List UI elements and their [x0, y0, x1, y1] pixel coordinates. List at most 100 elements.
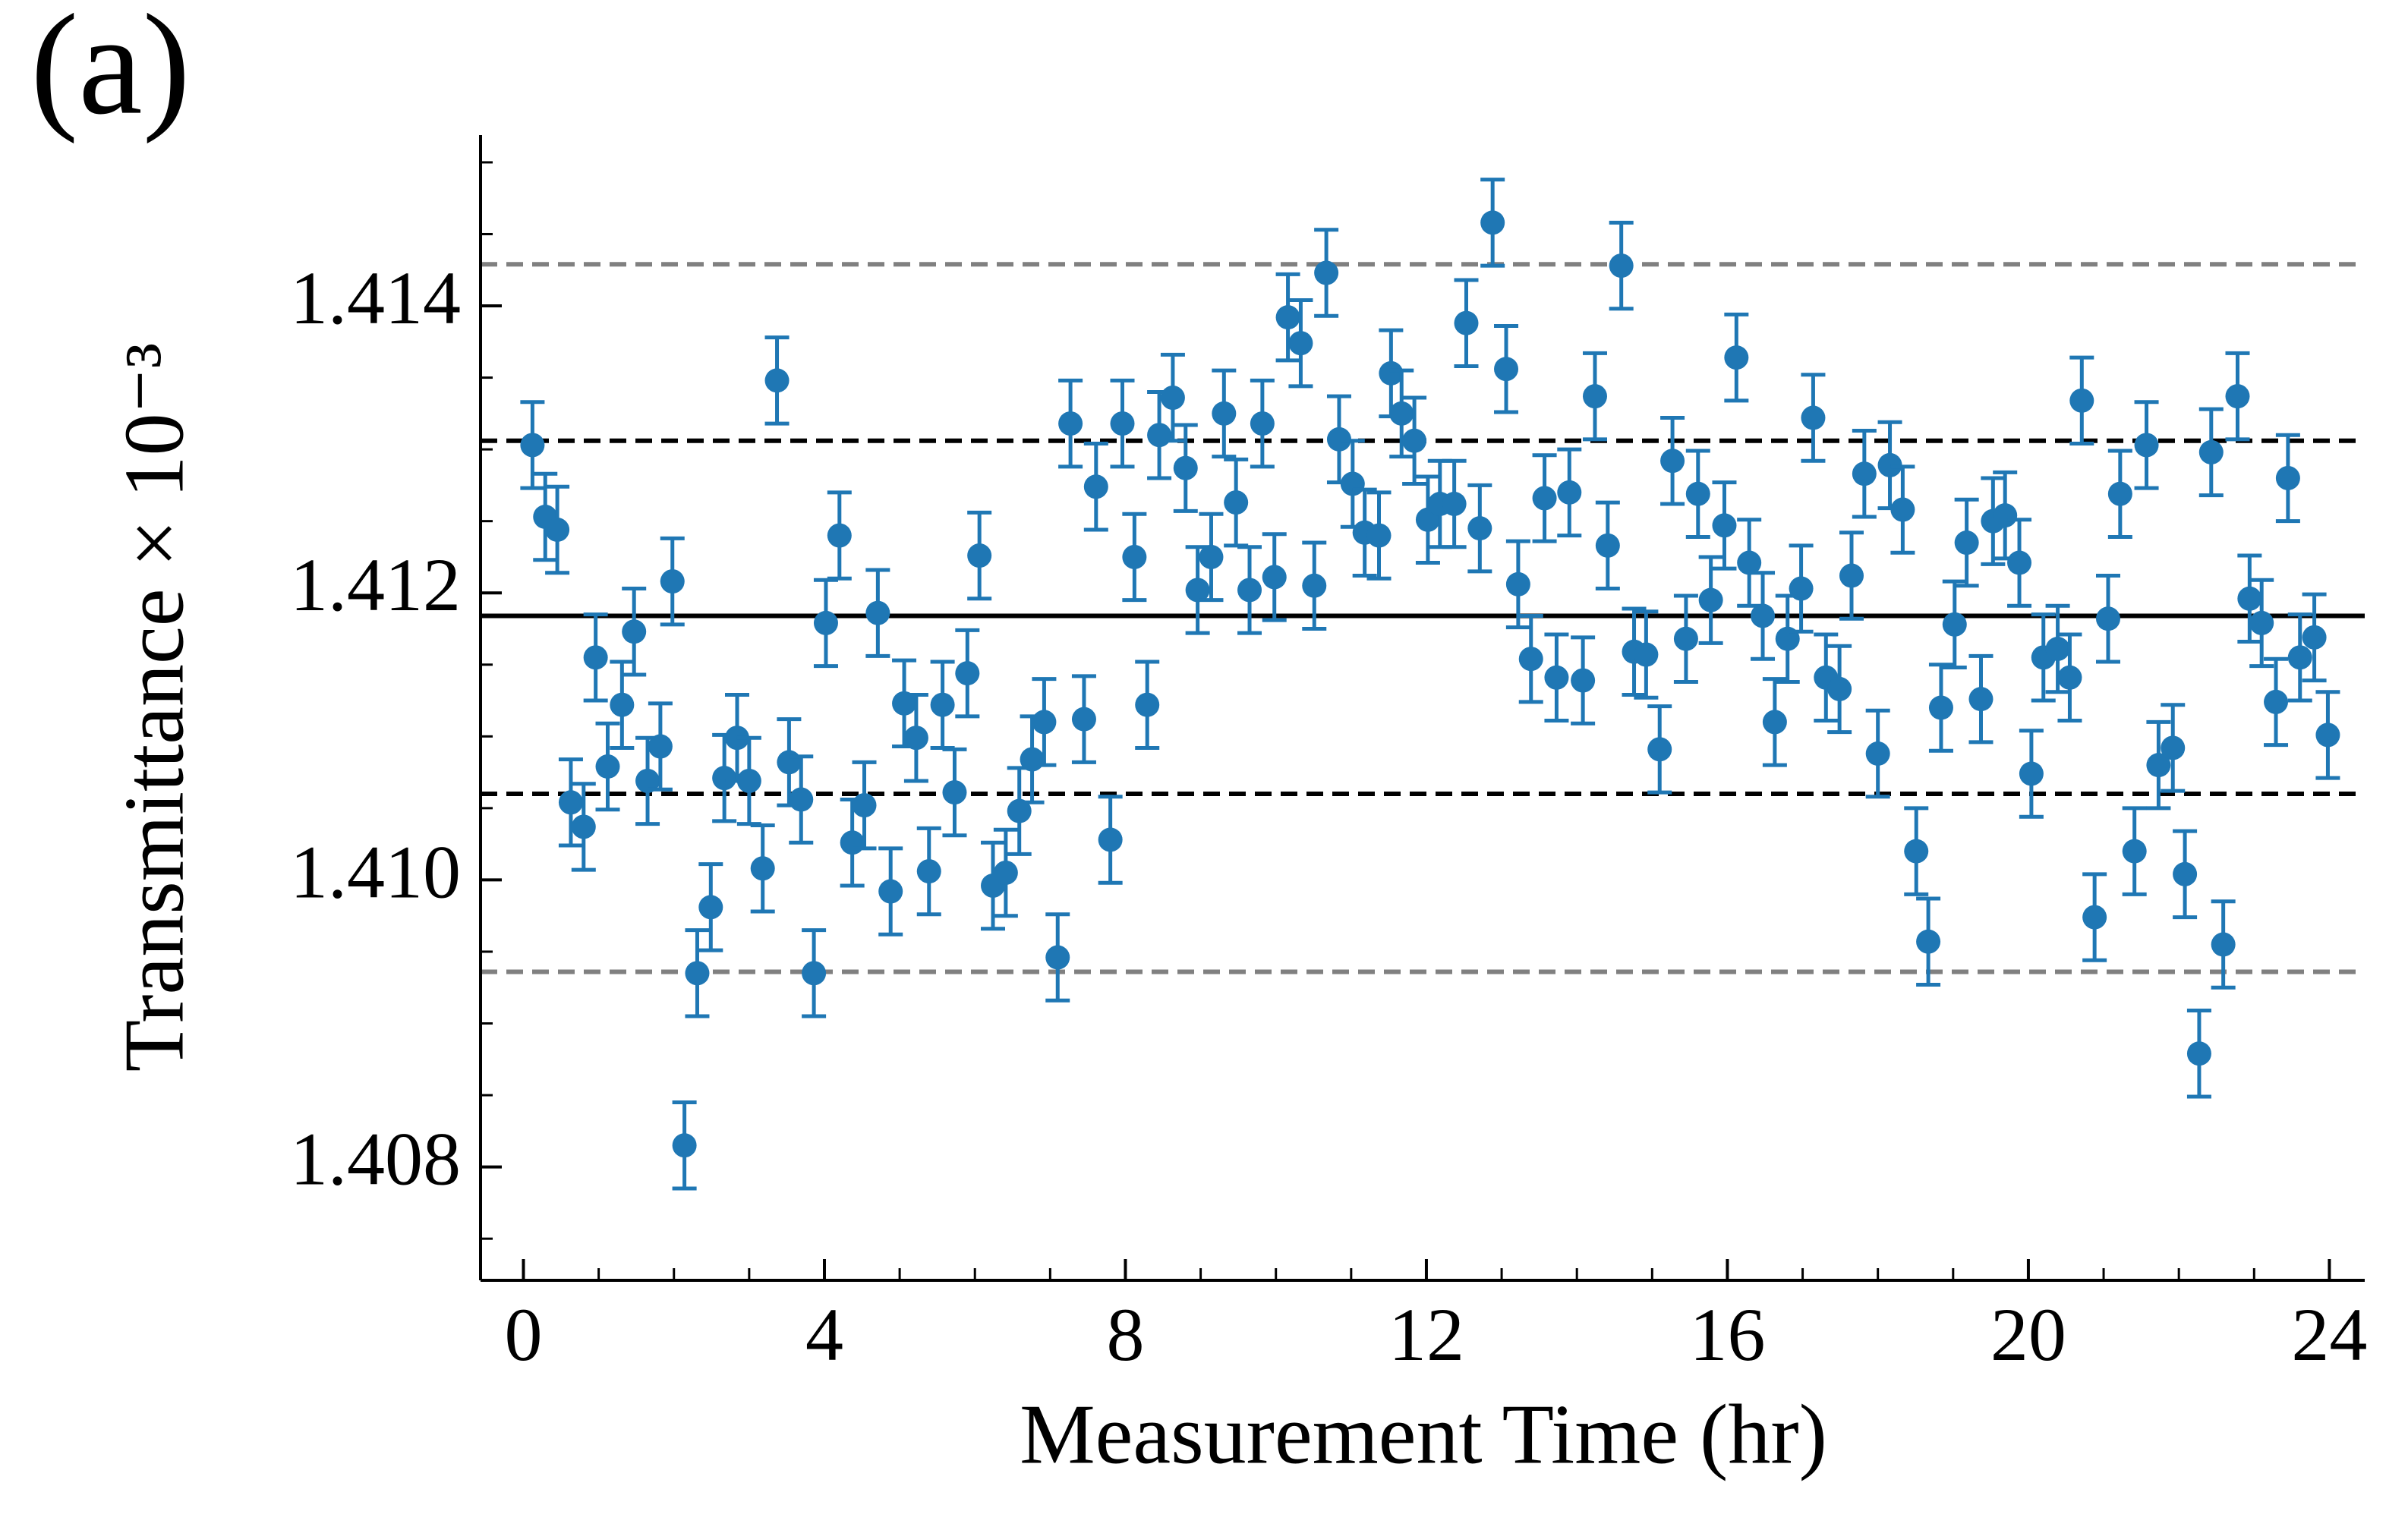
data-point — [2146, 753, 2171, 778]
data-point — [1340, 471, 1365, 496]
data-point — [1454, 310, 1479, 335]
data-point — [1288, 331, 1313, 356]
x-tick-label: 0 — [504, 1292, 542, 1377]
x-tick-label: 8 — [1106, 1292, 1144, 1377]
data-point — [583, 645, 608, 670]
data-point — [1609, 253, 1634, 279]
data-point — [1954, 530, 1979, 556]
data-point — [967, 543, 992, 568]
data-point — [2095, 606, 2120, 631]
y-tick-label: 1.410 — [290, 830, 461, 914]
data-point — [698, 895, 723, 920]
data-point — [942, 780, 967, 805]
data-point — [903, 726, 928, 751]
data-point — [1557, 480, 1582, 505]
data-point — [1852, 461, 1877, 486]
data-point — [1045, 945, 1070, 970]
data-point — [2045, 636, 2070, 661]
data-point — [2249, 610, 2274, 635]
data-point — [2186, 1041, 2211, 1066]
data-point — [1032, 710, 1057, 735]
data-point — [2082, 905, 2107, 930]
data-point — [1250, 411, 1275, 436]
data-point — [571, 814, 596, 839]
data-point — [1480, 210, 1505, 235]
data-point — [1904, 839, 1929, 864]
data-point — [1366, 523, 1392, 548]
data-point — [2198, 439, 2224, 464]
data-point — [1890, 497, 1915, 522]
data-point — [1160, 386, 1185, 411]
data-point — [892, 691, 917, 716]
data-point — [2315, 722, 2340, 748]
data-point — [2161, 735, 2186, 760]
data-point — [1389, 401, 1414, 426]
data-point — [1660, 449, 1685, 474]
data-point — [1518, 647, 1543, 672]
y-tick-label: 1.414 — [290, 256, 461, 340]
data-point — [827, 523, 852, 548]
data-point — [648, 734, 673, 759]
x-axis-label: Measurement Time (hr) — [1020, 1388, 1827, 1482]
data-point — [1993, 503, 2018, 528]
data-point — [1762, 710, 1787, 735]
data-point — [1071, 707, 1096, 732]
data-point — [1544, 665, 1569, 690]
data-point — [764, 368, 790, 393]
data-point — [1224, 490, 1249, 515]
chart-title: (a) — [30, 0, 191, 145]
data-point — [1199, 544, 1224, 569]
data-point — [2134, 433, 2159, 458]
data-point — [1877, 452, 1902, 477]
data-point — [672, 1133, 697, 1158]
y-tick-label: 1.408 — [290, 1117, 461, 1201]
data-point — [622, 619, 647, 644]
x-tick-label: 4 — [805, 1292, 843, 1377]
data-point — [1647, 737, 1672, 762]
x-tick-label: 16 — [1689, 1292, 1765, 1377]
data-point — [1185, 578, 1210, 603]
data-point — [2302, 625, 2327, 650]
data-point — [1505, 571, 1530, 597]
data-point — [930, 692, 955, 717]
data-point — [1212, 401, 1237, 426]
data-point — [1916, 929, 1941, 954]
data-point — [1582, 384, 1607, 409]
data-point — [1532, 486, 1557, 511]
data-point — [1789, 576, 1814, 601]
data-point — [955, 661, 980, 686]
data-point — [878, 879, 903, 904]
y-axis-label: Transmittance × 10⁻³ — [108, 343, 202, 1072]
data-point — [1262, 565, 1287, 590]
data-point — [1122, 544, 1147, 569]
data-point — [789, 787, 814, 812]
data-point — [2122, 839, 2147, 864]
data-point — [802, 961, 827, 986]
data-point — [2057, 665, 2082, 690]
data-point — [2211, 932, 2236, 957]
data-point — [2069, 388, 2094, 413]
data-point — [852, 793, 877, 818]
data-point — [2007, 550, 2032, 575]
data-point — [1634, 642, 1659, 667]
data-point — [1098, 827, 1123, 852]
data-point — [1326, 427, 1351, 452]
data-point — [1379, 360, 1404, 386]
data-point — [1147, 423, 1172, 448]
data-point — [813, 610, 838, 635]
data-point — [1712, 513, 1737, 538]
data-point — [1467, 516, 1492, 541]
data-point — [1237, 578, 1262, 603]
data-point — [1314, 260, 1339, 285]
data-point — [1173, 455, 1198, 480]
data-point — [777, 750, 802, 775]
data-point — [2019, 761, 2044, 786]
data-point — [1083, 474, 1108, 499]
data-point — [1801, 405, 1826, 430]
data-point — [2264, 689, 2289, 714]
data-point — [1928, 695, 1953, 720]
data-point — [1494, 357, 1519, 382]
data-point — [1302, 573, 1327, 598]
x-tick-label: 12 — [1388, 1292, 1464, 1377]
data-point — [1007, 798, 1032, 823]
